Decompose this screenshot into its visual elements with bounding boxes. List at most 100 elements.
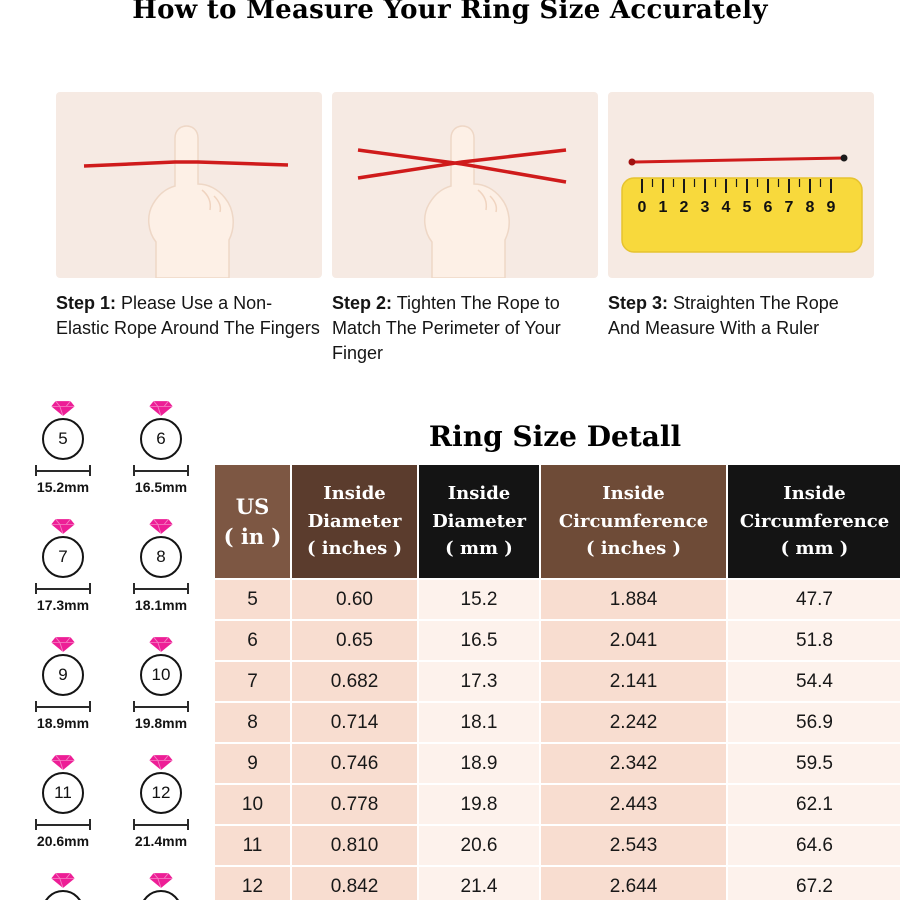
rope-line <box>631 156 845 164</box>
table-cell: 2.443 <box>541 785 726 824</box>
step-1-caption: Step 1: Please Use a Non-Elastic Rope Ar… <box>56 291 322 341</box>
table-cell: 18.9 <box>419 744 539 783</box>
ring-size-item: 12 21.4mm <box>114 754 208 850</box>
table-cell: 2.141 <box>541 662 726 701</box>
ring-size-item: 6 16.5mm <box>114 400 208 496</box>
table-cell: 0.714 <box>292 703 417 742</box>
table-title: Ring Size Detall <box>428 420 682 453</box>
table-cell: 56.9 <box>728 703 900 742</box>
rope-end-dot <box>628 158 636 166</box>
table-cell: 2.242 <box>541 703 726 742</box>
table-cell: 9 <box>215 744 290 783</box>
step-2-caption: Step 2: Tighten The Rope to Match The Pe… <box>332 291 598 365</box>
ring-diameter-label: 19.8mm <box>134 715 188 731</box>
table-cell: 5 <box>215 580 290 619</box>
ring-size-item: 7 17.3mm <box>16 518 110 614</box>
table-cell: 0.746 <box>292 744 417 783</box>
ring-circle: 9 <box>42 654 84 696</box>
measure-line <box>35 701 91 712</box>
table-cell: 0.842 <box>292 867 417 900</box>
diamond-icon <box>51 872 75 889</box>
ring-circle: 7 <box>42 536 84 578</box>
table-cell: 19.8 <box>419 785 539 824</box>
rope-line <box>83 160 289 168</box>
ring-size-number: 8 <box>156 547 166 566</box>
hand-crease <box>477 189 498 213</box>
ruler-minor-ticks <box>651 179 822 187</box>
step-2-column: Step 2: Tighten The Rope to Match The Pe… <box>332 92 598 365</box>
table-cell: 20.6 <box>419 826 539 865</box>
ring-size-number: 5 <box>58 429 68 448</box>
measure-line <box>133 465 189 476</box>
table-cell: 15.2 <box>419 580 539 619</box>
svg-text:3: 3 <box>701 199 710 216</box>
rope-cross-lines <box>357 148 567 184</box>
step-3-label: Step 3: <box>608 293 669 313</box>
table-cell: 54.4 <box>728 662 900 701</box>
table-cell: 0.65 <box>292 621 417 660</box>
ruler-icon <box>621 177 863 253</box>
ring-diameter-label: 17.3mm <box>36 597 90 613</box>
ring-diameter-label: 21.4mm <box>134 833 188 849</box>
step-2-text: Tighten The Rope to Match The Perimeter … <box>332 293 561 363</box>
col-header-diameter-mm: Inside Diameter ( mm ) <box>419 465 539 578</box>
hand-rope-illustration <box>83 125 289 278</box>
table-cell: 10 <box>215 785 290 824</box>
ruler-numbers: 0 1 2 3 4 5 6 7 8 9 <box>638 199 836 216</box>
ring-circle: 12 <box>140 772 182 814</box>
table-cell: 21.4 <box>419 867 539 900</box>
ring-size-item: 8 18.1mm <box>114 518 208 614</box>
ring-size-item <box>114 872 208 900</box>
svg-text:2: 2 <box>680 199 689 216</box>
step-3-caption: Step 3: Straighten The Rope And Measure … <box>608 291 874 341</box>
diamond-icon <box>51 518 75 535</box>
diamond-icon <box>149 400 173 417</box>
col-header-circumference-mm: Inside Circumference ( mm ) <box>728 465 900 578</box>
ring-size-number: 12 <box>151 783 171 802</box>
hand-rope-tighten-illustration <box>357 125 567 278</box>
ring-diameter-label: 20.6mm <box>36 833 90 849</box>
hand-crease <box>201 189 222 213</box>
ring-diameter-label: 15.2mm <box>36 479 90 495</box>
table-cell: 0.682 <box>292 662 417 701</box>
step-1-label: Step 1: <box>56 293 117 313</box>
diamond-icon <box>149 518 173 535</box>
ring-diameter-label: 18.9mm <box>36 715 90 731</box>
ring-size-number: 9 <box>58 665 68 684</box>
col-header-us: US ( in ) <box>215 465 290 578</box>
table-cell: 8 <box>215 703 290 742</box>
table-cell: 2.644 <box>541 867 726 900</box>
ruler-rope-illustration: 0 1 2 3 4 5 6 7 8 9 <box>621 154 863 253</box>
ring-size-item: 5 15.2mm <box>16 400 110 496</box>
ring-size-number: 6 <box>156 429 166 448</box>
ring-circle: 8 <box>140 536 182 578</box>
svg-text:0: 0 <box>638 199 647 216</box>
ring-size-number: 11 <box>54 783 72 802</box>
table-cell: 2.041 <box>541 621 726 660</box>
step-1-column: Step 1: Please Use a Non-Elastic Rope Ar… <box>56 92 322 365</box>
table-cell: 0.778 <box>292 785 417 824</box>
table-cell: 51.8 <box>728 621 900 660</box>
ring-size-item: 11 20.6mm <box>16 754 110 850</box>
ring-circle: 6 <box>140 418 182 460</box>
col-header-circumference-inches: Inside Circumference ( inches ) <box>541 465 726 578</box>
ring-size-icons: 5 15.2mm 6 16.5mm 7 17.3mm 8 18.1mm 9 1 <box>16 400 208 900</box>
svg-text:9: 9 <box>827 199 836 216</box>
ring-size-item: 9 18.9mm <box>16 636 110 732</box>
ring-diameter-label: 18.1mm <box>134 597 188 613</box>
table-cell: 2.543 <box>541 826 726 865</box>
ring-circle: 11 <box>42 772 84 814</box>
table-cell: 12 <box>215 867 290 900</box>
ring-size-item: 10 19.8mm <box>114 636 208 732</box>
ring-circle: 10 <box>140 654 182 696</box>
svg-text:5: 5 <box>743 199 752 216</box>
measure-line <box>133 583 189 594</box>
table-cell: 11 <box>215 826 290 865</box>
table-cell: 18.1 <box>419 703 539 742</box>
table-cell: 64.6 <box>728 826 900 865</box>
table-cell: 6 <box>215 621 290 660</box>
diamond-icon <box>149 754 173 771</box>
ring-circle <box>140 890 182 900</box>
table-cell: 47.7 <box>728 580 900 619</box>
